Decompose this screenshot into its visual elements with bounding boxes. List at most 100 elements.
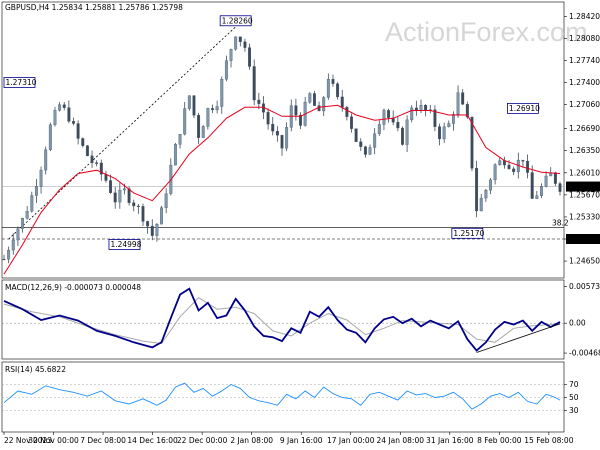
candle-body <box>479 197 483 212</box>
candle-body <box>410 107 414 121</box>
candle-body <box>312 93 316 106</box>
macd-line <box>3 287 561 352</box>
price-y-tick-label: 1.24990 <box>569 235 600 244</box>
candle-body <box>456 92 460 115</box>
candle-body <box>558 183 562 192</box>
price-y-tick-label: 1.25670 <box>569 190 600 199</box>
x-tick-label: 2 Jan 08:00 <box>230 436 273 445</box>
candle-body <box>99 162 103 175</box>
price-panel-frame <box>1 1 565 279</box>
candle-body <box>30 195 34 212</box>
x-tick-label: 7 Dec 08:00 <box>80 436 126 445</box>
macd-y-tick-label: 0.00573 <box>569 282 600 291</box>
candle-body <box>507 164 511 170</box>
candle-body <box>544 175 548 187</box>
price-y-axis: 1.28420 1.28080 1.27740 1.27400 1.27060 1.266… <box>564 12 600 266</box>
candle-body <box>280 135 284 149</box>
candle-body <box>183 108 187 135</box>
candle-body <box>461 92 465 105</box>
rsi-y-axis: 70 50 30 <box>564 380 579 415</box>
price-header: GBPUSD,H4 1.25834 1.25881 1.25786 1.2579… <box>5 3 183 12</box>
candle-body <box>16 228 20 241</box>
candle-body <box>201 126 205 138</box>
candle-body <box>331 79 335 84</box>
candle-body <box>391 117 395 123</box>
macd-y-tick-label: -0.004685 <box>569 349 600 358</box>
candle-body <box>521 159 525 162</box>
rsi-y-tick-label: 50 <box>569 393 579 402</box>
rsi-header: RSI(14) 45.6822 <box>5 365 66 374</box>
candle-body <box>90 155 94 163</box>
candle-body <box>7 249 11 260</box>
candle-body <box>95 162 99 164</box>
candle-body <box>76 123 80 139</box>
candle-body <box>363 146 367 155</box>
rsi-line <box>3 382 561 410</box>
rsi-panel: RSI(14) 45.6822 70 50 30 <box>1 361 579 433</box>
x-tick-label: 22 Nov 2023 <box>4 436 52 445</box>
candle-body <box>238 36 242 42</box>
candle-body <box>438 126 441 140</box>
candle-body <box>326 79 330 98</box>
candle-body <box>308 93 312 103</box>
x-tick-label: 8 Feb 00:00 <box>477 436 522 445</box>
price-y-tick-label: 1.26350 <box>569 146 600 155</box>
candle-body <box>493 164 497 181</box>
candle-body <box>2 258 6 261</box>
candle-body <box>271 123 275 132</box>
candle-body <box>44 149 48 171</box>
candle-body <box>424 105 428 111</box>
candle-body <box>150 225 154 236</box>
x-tick-label: 9 Jan 16:00 <box>280 436 323 445</box>
price-annotation-box <box>451 227 484 239</box>
price-y-tick-label: 1.27740 <box>569 56 600 65</box>
candle-body <box>243 41 247 48</box>
candle-body <box>382 110 386 125</box>
candle-body <box>215 106 219 111</box>
candle-body <box>155 223 159 236</box>
price-annotation-box <box>219 15 252 27</box>
price-annotation-box <box>108 239 141 250</box>
candle-body <box>85 145 89 157</box>
candle-body <box>187 95 191 109</box>
watermark: ActionForex.com <box>385 17 588 47</box>
candle-body <box>160 207 163 225</box>
price-annotation-label: 1.27310 <box>6 78 37 87</box>
moving-average-line <box>3 104 561 275</box>
candle-body <box>72 121 75 124</box>
candle-body <box>234 36 238 50</box>
candle-body <box>373 133 377 148</box>
candle-body <box>123 188 126 191</box>
candle-body <box>34 186 38 196</box>
candle-body <box>336 83 340 98</box>
x-tick-label: 15 Feb 08:00 <box>524 436 573 445</box>
macd-panel: MACD(12,26,9) -0.000073 0.000048 0.00573… <box>1 279 600 360</box>
x-tick-label: 30 Nov 00:00 <box>28 436 79 445</box>
price-annotation-box <box>3 77 36 88</box>
candle-body <box>535 195 539 199</box>
candle-body <box>340 96 344 108</box>
candle-body <box>447 123 451 127</box>
candle-body <box>275 131 279 136</box>
fib-level-label: 38.2 <box>552 218 569 227</box>
candle-body <box>141 206 145 222</box>
candle-body <box>475 168 479 212</box>
candle-body <box>433 109 437 127</box>
candle-body <box>451 114 455 124</box>
candle-body <box>345 107 349 117</box>
x-tick-label: 22 Dec 00:00 <box>177 436 228 445</box>
candle-body <box>197 115 201 138</box>
candle-body <box>405 119 409 145</box>
candle-body <box>498 160 502 166</box>
candle-body <box>58 104 62 111</box>
price-y-tick-label: 1.28080 <box>569 34 600 43</box>
price-y-tick-label: 1.26690 <box>569 124 600 133</box>
candle-body <box>526 160 530 173</box>
price-annotation-label: 1.24998 <box>110 240 141 249</box>
rsi-y-tick-label: 30 <box>569 406 579 415</box>
rsi-panel-frame <box>1 361 565 433</box>
candle-body <box>257 99 261 104</box>
candle-body <box>484 189 488 199</box>
